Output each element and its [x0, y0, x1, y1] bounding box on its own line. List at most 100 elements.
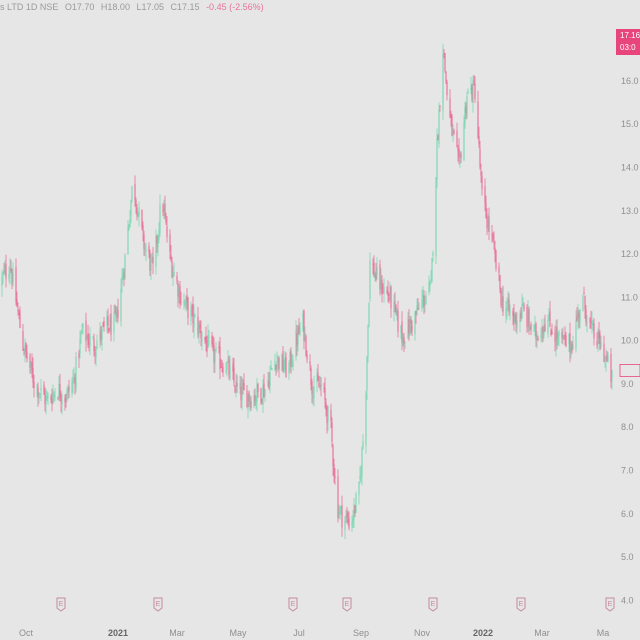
candle-body	[423, 295, 425, 307]
candle-body	[250, 401, 252, 408]
price-tick-label: 14.0	[621, 163, 639, 173]
candle-body	[249, 398, 251, 405]
candle-body	[215, 347, 217, 352]
candle-body	[246, 390, 248, 408]
candle-body	[347, 520, 349, 522]
candle-body	[339, 507, 341, 516]
time-tick-label: Mar	[169, 628, 185, 638]
candle-body	[564, 334, 566, 336]
candle-body	[437, 135, 439, 141]
candle-body	[464, 107, 466, 125]
candle-body	[180, 301, 182, 303]
candle-body	[604, 357, 606, 359]
candle-body	[47, 395, 49, 398]
candle-body	[80, 333, 82, 336]
candle-body	[401, 321, 403, 343]
earnings-marker[interactable]: E	[56, 597, 66, 612]
candle-body	[5, 264, 7, 279]
candle-body	[73, 376, 75, 381]
candle-body	[116, 306, 118, 317]
candle-body	[81, 329, 83, 333]
candle-body	[270, 365, 272, 370]
candle-body	[120, 288, 122, 322]
candle-body	[192, 303, 194, 324]
candle-body	[103, 321, 105, 327]
candle-body	[130, 200, 132, 216]
candle-body	[407, 318, 409, 339]
candle-body	[72, 379, 74, 384]
candle-body	[236, 382, 238, 387]
candle-body	[534, 326, 536, 328]
candle-body	[366, 356, 368, 391]
time-tick-label: Mar	[534, 628, 550, 638]
current-price: 17.16	[620, 31, 640, 40]
candle-body	[256, 384, 258, 402]
earnings-marker[interactable]: E	[342, 597, 352, 612]
earnings-marker-label: E	[608, 601, 613, 608]
candle-body	[303, 310, 305, 342]
earnings-marker[interactable]: E	[288, 597, 298, 612]
price-tick-label: 16.0	[621, 76, 639, 86]
earnings-marker-label: E	[519, 601, 524, 608]
candle-body	[152, 256, 154, 264]
candle-body	[38, 394, 40, 396]
candle-body	[543, 326, 545, 335]
candle-body	[51, 399, 53, 404]
candle-body	[478, 135, 480, 145]
candle-body	[390, 286, 392, 309]
earnings-marker[interactable]: E	[428, 597, 438, 612]
earnings-marker[interactable]: E	[153, 597, 163, 612]
candle-body	[597, 330, 599, 345]
candle-body	[288, 363, 290, 374]
candle-body	[421, 299, 423, 309]
candle-body	[79, 338, 81, 354]
candle-body	[480, 171, 482, 176]
earnings-marker[interactable]: E	[605, 597, 615, 612]
earnings-marker[interactable]: E	[516, 597, 526, 612]
candle-body	[46, 396, 48, 399]
candle-body	[495, 250, 497, 269]
candle-body	[221, 366, 223, 368]
candle-body	[228, 359, 230, 376]
candle-body	[131, 185, 133, 202]
candle-body	[446, 81, 448, 96]
candle-body	[39, 393, 41, 395]
candle-body	[557, 335, 559, 343]
candle-body	[61, 399, 63, 404]
candle-body	[512, 311, 514, 316]
candle-body	[435, 177, 437, 257]
candle-body	[548, 314, 550, 321]
candle-body	[276, 360, 278, 368]
candle-body	[474, 83, 476, 99]
candle-body	[344, 519, 346, 530]
candle-body	[233, 367, 235, 383]
candle-body	[320, 384, 322, 387]
candle-body	[159, 204, 161, 233]
candle-body	[457, 147, 459, 151]
candle-body	[157, 235, 159, 248]
candle-body	[57, 397, 59, 399]
candle-body	[486, 216, 488, 229]
low-value: L17.05	[136, 2, 164, 12]
candle-body	[219, 346, 221, 370]
candle-body	[208, 337, 210, 338]
candle-body	[186, 294, 188, 301]
candle-body	[17, 309, 19, 312]
time-tick-label: Oct	[19, 628, 34, 638]
candle-body	[176, 275, 178, 281]
candle-body	[204, 336, 206, 341]
candle-body	[340, 506, 342, 508]
candle-body	[177, 283, 179, 297]
price-tick-label: 12.0	[621, 249, 639, 259]
symbol-label[interactable]: s LTD 1D NSE	[0, 2, 59, 12]
candle-body	[481, 176, 483, 190]
candle-body	[586, 322, 588, 324]
candle-body	[484, 186, 486, 203]
candle-body	[369, 260, 371, 299]
candle-body	[578, 312, 580, 318]
candle-body	[275, 365, 277, 370]
candle-body	[142, 225, 144, 232]
candle-body	[262, 385, 264, 405]
